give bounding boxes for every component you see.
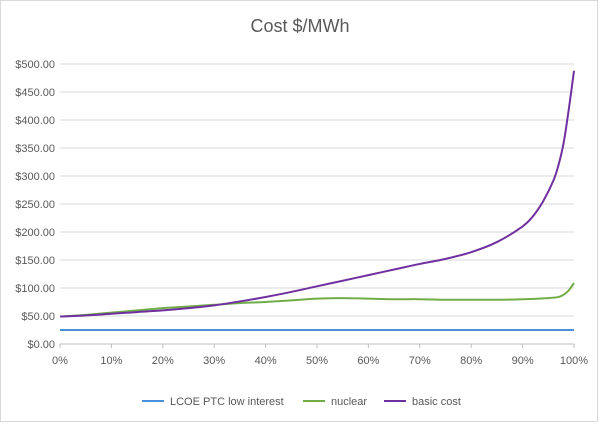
x-tick-label: 90% (512, 355, 534, 367)
y-tick-label: $350.00 (15, 143, 55, 155)
gridlines (60, 63, 574, 345)
x-tick-label: 70% (409, 355, 431, 367)
x-tick-label: 50% (306, 355, 328, 367)
chart-title: Cost $/MWh (250, 16, 349, 36)
legend-label: basic cost (412, 396, 461, 408)
x-tick-label: 80% (460, 355, 482, 367)
x-tick-label: 100% (560, 355, 588, 367)
y-tick-label: $250.00 (15, 199, 55, 211)
y-tick-label: $300.00 (15, 171, 55, 183)
y-tick-label: $400.00 (15, 115, 55, 127)
y-tick-label: $150.00 (15, 255, 55, 267)
y-tick-label: $100.00 (15, 283, 55, 295)
legend-label: LCOE PTC low interest (170, 396, 284, 408)
x-tick-label: 30% (203, 355, 225, 367)
y-tick-label: $500.00 (15, 59, 55, 71)
legend: LCOE PTC low interest nuclear basic cost (142, 396, 461, 408)
x-tick-label: 20% (152, 355, 174, 367)
y-tick-label: $450.00 (15, 87, 55, 99)
x-tick-label: 0% (52, 355, 68, 367)
legend-label: nuclear (331, 396, 367, 408)
series-line-basic-cost (59, 70, 575, 318)
series-line-nuclear (59, 282, 575, 318)
x-tick-label: 60% (357, 355, 379, 367)
x-axis-ticks: 0% 10% 20% 30% 40% 50% 60% 70% 80% 90% 100% (52, 344, 588, 367)
x-tick-label: 40% (255, 355, 277, 367)
series-lines (59, 70, 575, 331)
y-tick-label: $50.00 (21, 311, 55, 323)
y-axis-ticks: $0.00 $50.00 $100.00 $150.00 $200.00 $250.00 $… (15, 59, 55, 351)
x-tick-label: 10% (100, 355, 122, 367)
y-tick-label: $200.00 (15, 227, 55, 239)
y-tick-label: $0.00 (27, 339, 55, 351)
